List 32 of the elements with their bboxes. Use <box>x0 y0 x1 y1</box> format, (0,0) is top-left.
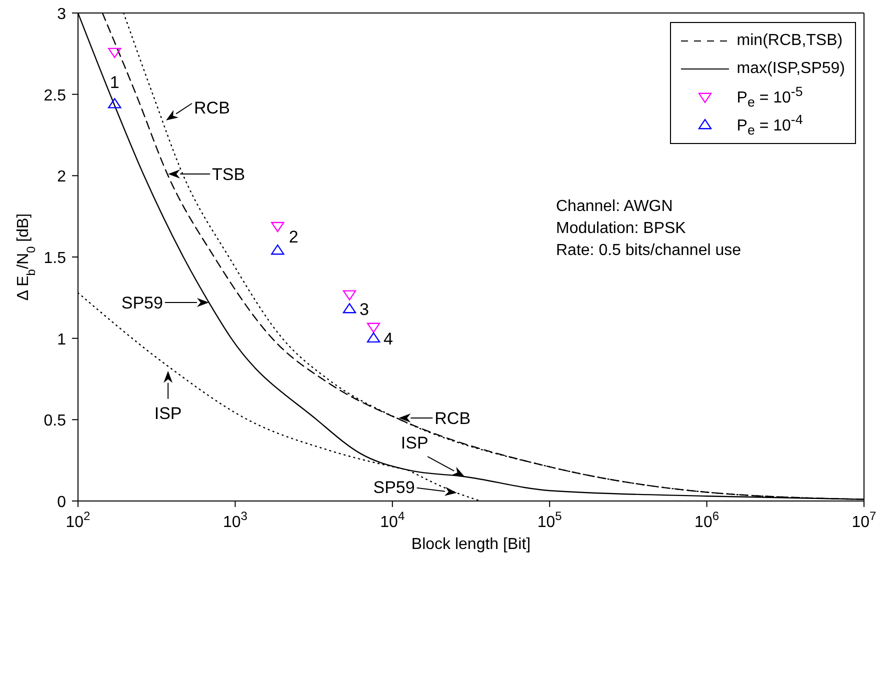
x-axis-title: Block length [Bit] <box>411 536 531 553</box>
annotation: 2 <box>288 227 298 246</box>
y-tick-label: 2 <box>57 168 66 186</box>
annotation: Modulation: BPSK <box>556 219 687 239</box>
annotation: SP59 <box>121 294 163 313</box>
x-tick-label: 10$^{6}$ <box>694 509 720 531</box>
y-tick-label: 0 <box>57 494 66 511</box>
annotation: 4 <box>384 329 394 348</box>
annotation: TSB <box>212 165 246 184</box>
annotation: RCB <box>194 98 230 118</box>
x-tick-label: 10$^{4}$ <box>380 509 405 531</box>
legend-label: max(ISP,SP59) <box>736 60 845 78</box>
annotation: 1 <box>110 73 120 92</box>
annotation: ISP <box>154 404 182 423</box>
legend-label: min(RCB,TSB) <box>736 32 843 50</box>
x-tick-label: 10$^{2}$ <box>66 509 91 531</box>
annotation: Channel: AWGN <box>556 197 674 217</box>
x-tick-label: 10$^{7}$ <box>852 509 877 531</box>
y-tick-label: 3 <box>57 6 66 23</box>
x-tick-label: 10$^{3}$ <box>222 509 248 531</box>
y-tick-label: 0.5 <box>44 412 66 430</box>
annotation: ISP <box>400 434 428 453</box>
legend-label: P$_{e}$ = 10$^{-5}$ <box>736 84 803 110</box>
y-tick-label: 2.5 <box>44 87 66 104</box>
annotation: Rate: 0.5 bits/channel use <box>556 241 742 261</box>
annotation: 3 <box>359 300 369 320</box>
x-tick-label: 10$^{5}$ <box>537 509 562 531</box>
y-tick-label: 1 <box>57 331 66 348</box>
annotation: RCB <box>434 409 471 428</box>
legend-label: P$_{e}$ = 10$^{-4}$ <box>736 112 803 138</box>
annotation: SP59 <box>373 478 415 497</box>
y-tick-label: 1.5 <box>44 250 66 267</box>
